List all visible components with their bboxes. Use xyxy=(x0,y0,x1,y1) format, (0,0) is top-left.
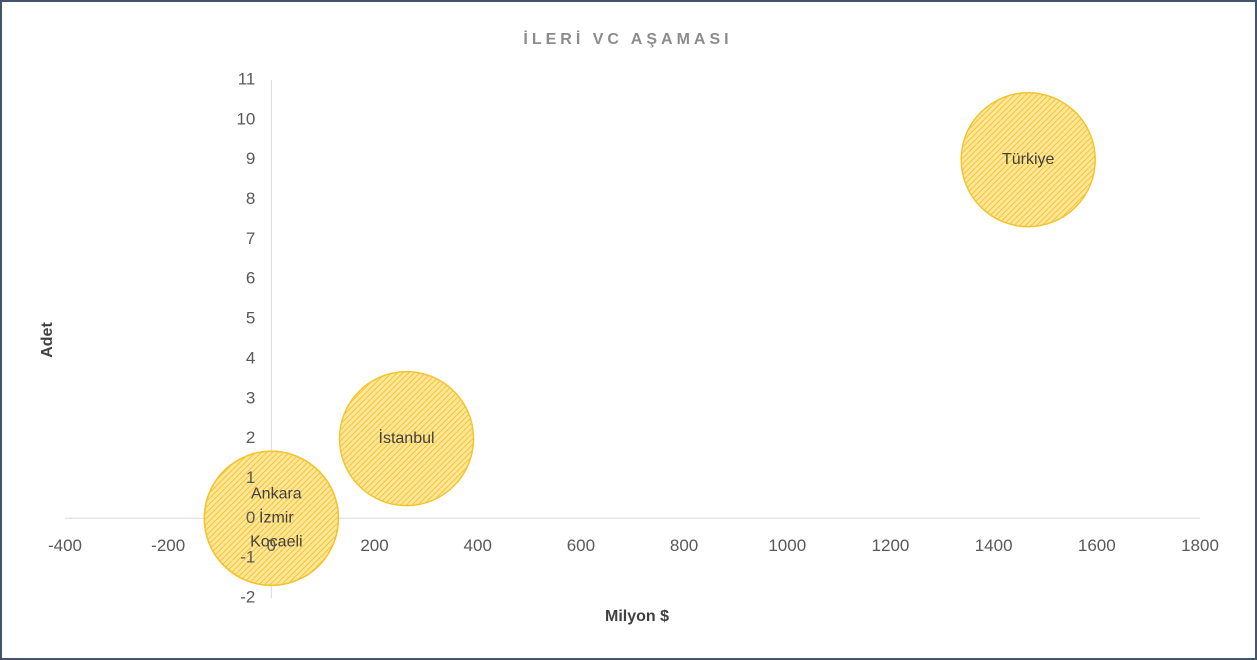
x-tick-label: 1000 xyxy=(768,536,806,555)
y-tick-label: 11 xyxy=(238,69,256,88)
x-tick-label: -400 xyxy=(48,536,82,555)
x-tick-label: 1400 xyxy=(975,536,1013,555)
bubble xyxy=(203,450,340,587)
y-axis-title: Adet xyxy=(39,322,56,358)
x-tick-label: 800 xyxy=(670,536,698,555)
data-label: Ankara xyxy=(251,486,302,503)
x-tick-label: 1200 xyxy=(872,536,910,555)
y-tick-label: 10 xyxy=(236,109,255,128)
y-tick-label: 1 xyxy=(246,468,255,487)
y-tick-label: 2 xyxy=(246,428,255,447)
x-tick-label: -200 xyxy=(151,536,185,555)
y-tick-label: 8 xyxy=(246,189,255,208)
y-tick-label: 0 xyxy=(246,508,255,527)
x-tick-label: 1600 xyxy=(1078,536,1116,555)
x-tick-label: 400 xyxy=(464,536,492,555)
y-tick-label: 4 xyxy=(246,348,255,367)
y-tick-label: 9 xyxy=(246,149,255,168)
y-tick-label: 6 xyxy=(246,269,255,288)
x-tick-label: 1800 xyxy=(1181,536,1219,555)
x-tick-label: 600 xyxy=(567,536,595,555)
chart-title: İLERİ VC AŞAMASI xyxy=(523,30,732,48)
x-axis-title: Milyon $ xyxy=(605,608,669,625)
data-label: Kocaeli xyxy=(250,534,302,551)
bubble xyxy=(338,370,475,507)
data-label: İstanbul xyxy=(379,428,435,447)
y-tick-label: -2 xyxy=(240,587,255,606)
y-tick-label: 5 xyxy=(246,309,255,328)
bubble xyxy=(960,91,1096,228)
data-label: İzmir xyxy=(259,508,294,527)
y-tick-label: -1 xyxy=(240,548,255,567)
y-tick-label: 7 xyxy=(246,229,255,248)
x-tick-label: 0 xyxy=(267,536,276,555)
data-label: Türkiye xyxy=(1002,151,1055,168)
y-tick-label: 3 xyxy=(246,388,255,407)
x-tick-label: 200 xyxy=(360,536,388,555)
